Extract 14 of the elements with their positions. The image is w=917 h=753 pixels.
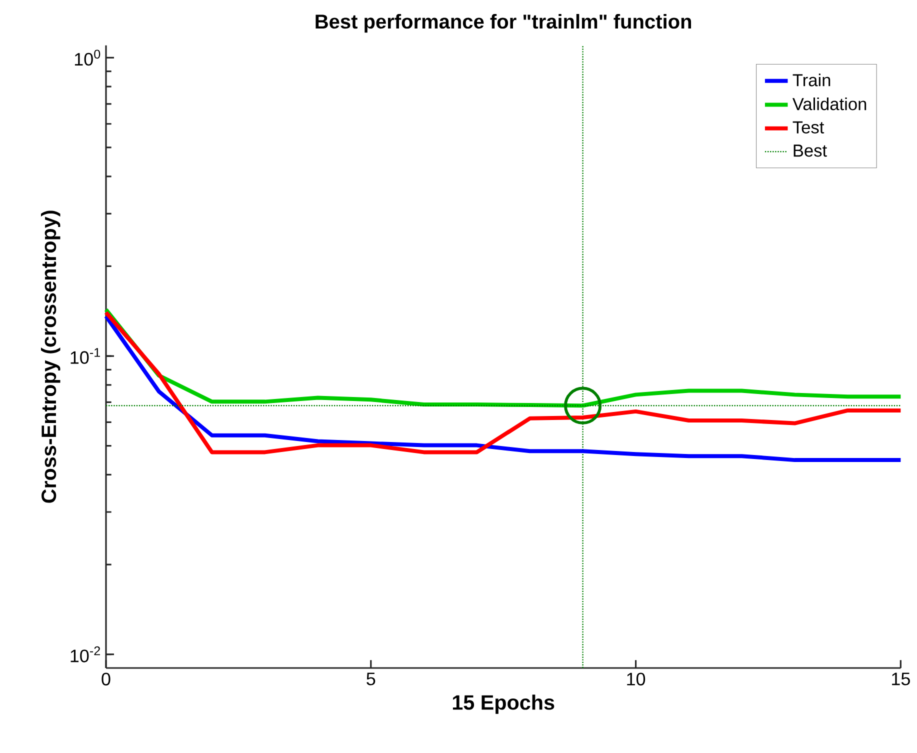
legend-label: Best	[794, 144, 827, 157]
y-tick-label: 10$^{0}$	[74, 50, 100, 66]
legend-label: Test	[792, 121, 824, 134]
x-tick-label: 10	[627, 672, 646, 686]
y-tick-label: 10$^{-2}$	[70, 646, 100, 662]
x-axis-title: 15 Epochs	[452, 694, 554, 714]
y-tick-label: 10$^{-1}$	[70, 348, 100, 364]
legend-label: Train	[792, 74, 830, 86]
x-tick-label: 15	[892, 672, 910, 686]
y-axis-title: Cross-Entropy (crossentropy)	[40, 210, 60, 503]
legend-label: Validation	[792, 97, 866, 110]
chart-title: Best performance for "trainlm" function	[316, 14, 692, 33]
x-tick-label: 0	[102, 672, 110, 686]
x-tick-label: 5	[366, 672, 376, 686]
